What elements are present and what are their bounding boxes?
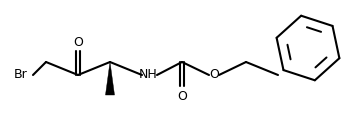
Polygon shape <box>106 62 115 95</box>
Text: O: O <box>177 89 187 103</box>
Text: O: O <box>209 69 219 81</box>
Text: NH: NH <box>139 69 157 81</box>
Text: Br: Br <box>14 69 28 81</box>
Text: O: O <box>73 37 83 50</box>
